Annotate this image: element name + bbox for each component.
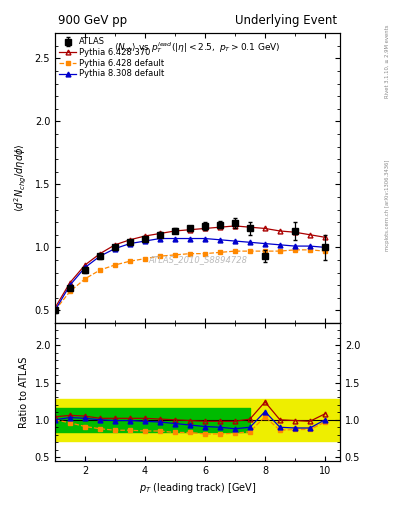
Pythia 8.308 default (187, 236, 192, 242)
Pythia 6.428 370 (203, 225, 208, 231)
Pythia 6.428 default (233, 248, 237, 254)
Pythia 8.308 default (173, 236, 177, 242)
Y-axis label: $\langle d^2 N_{chg}/d\eta d\phi \rangle$: $\langle d^2 N_{chg}/d\eta d\phi \rangle… (13, 144, 29, 212)
Pythia 6.428 default (218, 249, 222, 255)
Pythia 6.428 default (323, 248, 327, 254)
Text: $\langle N_{ch}\rangle$ vs $p_T^{lead}$($|\eta| < 2.5,\ p_T > 0.1$ GeV): $\langle N_{ch}\rangle$ vs $p_T^{lead}$(… (114, 40, 281, 55)
Pythia 6.428 default (143, 255, 147, 262)
Pythia 6.428 370 (248, 224, 252, 230)
Legend: ATLAS, Pythia 6.428 370, Pythia 6.428 default, Pythia 8.308 default: ATLAS, Pythia 6.428 370, Pythia 6.428 de… (57, 36, 166, 80)
Pythia 8.308 default (218, 237, 222, 243)
Pythia 8.308 default (83, 264, 87, 270)
Text: ATLAS_2010_S8894728: ATLAS_2010_S8894728 (148, 254, 247, 264)
Pythia 8.308 default (158, 236, 162, 242)
Pythia 6.428 default (128, 258, 132, 264)
Line: Pythia 6.428 default: Pythia 6.428 default (53, 248, 327, 312)
Pythia 6.428 default (187, 250, 192, 257)
Pythia 8.308 default (203, 236, 208, 242)
Pythia 8.308 default (143, 238, 147, 244)
Pythia 6.428 default (173, 252, 177, 258)
Pythia 6.428 370 (83, 262, 87, 268)
Text: Underlying Event: Underlying Event (235, 14, 337, 28)
Line: Pythia 8.308 default: Pythia 8.308 default (53, 236, 327, 313)
Pythia 8.308 default (308, 243, 312, 249)
Pythia 6.428 370 (53, 305, 57, 311)
Pythia 6.428 default (158, 253, 162, 259)
Pythia 6.428 370 (113, 242, 118, 248)
Pythia 6.428 370 (158, 230, 162, 237)
Pythia 8.308 default (248, 239, 252, 245)
Pythia 6.428 370 (218, 224, 222, 230)
Pythia 6.428 370 (263, 225, 267, 231)
Y-axis label: Ratio to ATLAS: Ratio to ATLAS (19, 356, 29, 428)
Pythia 6.428 default (203, 250, 208, 257)
Pythia 6.428 default (113, 262, 118, 268)
Pythia 6.428 370 (128, 237, 132, 243)
Line: Pythia 6.428 370: Pythia 6.428 370 (53, 224, 327, 310)
Pythia 6.428 default (248, 248, 252, 254)
Pythia 8.308 default (263, 241, 267, 247)
Pythia 6.428 default (263, 248, 267, 254)
Pythia 8.308 default (233, 238, 237, 244)
Pythia 8.308 default (128, 241, 132, 247)
Pythia 6.428 default (293, 247, 298, 253)
Pythia 6.428 370 (308, 231, 312, 238)
Text: Rivet 3.1.10, ≥ 2.9M events: Rivet 3.1.10, ≥ 2.9M events (385, 25, 389, 98)
Pythia 6.428 default (277, 248, 282, 254)
Pythia 6.428 370 (293, 229, 298, 236)
Pythia 6.428 370 (323, 234, 327, 240)
Pythia 6.428 370 (173, 228, 177, 234)
Pythia 6.428 370 (187, 227, 192, 233)
Pythia 8.308 default (293, 243, 298, 249)
Text: 900 GeV pp: 900 GeV pp (58, 14, 127, 28)
Pythia 8.308 default (113, 246, 118, 252)
Pythia 8.308 default (53, 307, 57, 313)
Text: mcplots.cern.ch [arXiv:1306.3436]: mcplots.cern.ch [arXiv:1306.3436] (385, 159, 389, 250)
Pythia 6.428 default (97, 267, 102, 273)
Pythia 6.428 370 (277, 228, 282, 234)
Pythia 8.308 default (323, 244, 327, 250)
Pythia 6.428 370 (97, 250, 102, 257)
Pythia 8.308 default (277, 242, 282, 248)
Pythia 6.428 default (83, 276, 87, 282)
Pythia 8.308 default (97, 253, 102, 259)
Pythia 8.308 default (68, 282, 72, 288)
Pythia 6.428 default (53, 307, 57, 313)
Pythia 6.428 370 (233, 223, 237, 229)
X-axis label: $p_T$ (leading track) [GeV]: $p_T$ (leading track) [GeV] (139, 481, 256, 495)
Pythia 6.428 370 (143, 233, 147, 239)
Pythia 6.428 default (68, 288, 72, 294)
Pythia 6.428 default (308, 247, 312, 253)
Pythia 6.428 370 (68, 280, 72, 286)
